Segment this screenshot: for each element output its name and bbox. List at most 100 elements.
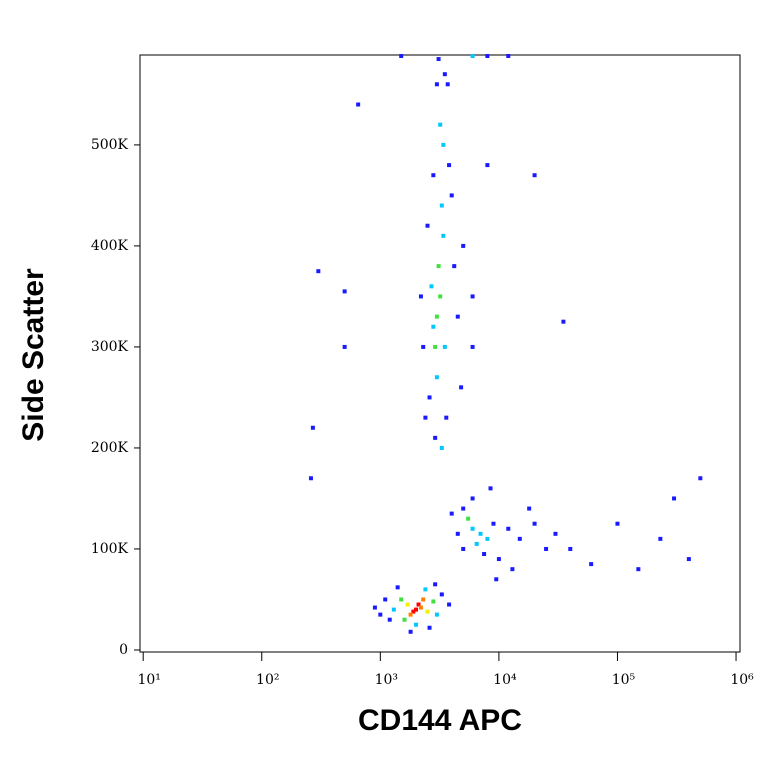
data-point (429, 284, 434, 289)
data-point (442, 72, 447, 77)
data-point (436, 264, 441, 269)
data-point (418, 294, 423, 299)
data-point (439, 445, 444, 450)
data-point (399, 597, 404, 602)
data-point (395, 585, 400, 590)
data-point (408, 612, 413, 617)
data-point (427, 625, 432, 630)
data-point (383, 597, 388, 602)
data-point (589, 562, 594, 567)
data-point (439, 203, 444, 208)
data-point (414, 622, 419, 627)
y-tick-label: 0 (119, 642, 128, 658)
data-point (387, 617, 392, 622)
data-point (408, 629, 413, 634)
y-axis-title: Side Scatter (17, 268, 50, 442)
data-point (436, 57, 441, 62)
x-axis-title: CD144 APC (358, 704, 522, 737)
data-point (506, 54, 511, 59)
data-point (356, 102, 361, 107)
data-point (470, 344, 475, 349)
data-point (433, 344, 438, 349)
data-point (455, 314, 460, 319)
data-point (444, 415, 449, 420)
data-point (434, 314, 439, 319)
data-point (433, 582, 438, 587)
data-point (310, 425, 315, 430)
x-tick-label: 10² (256, 672, 279, 688)
data-point (399, 54, 404, 59)
data-point (421, 597, 426, 602)
data-point (470, 526, 475, 531)
data-point (478, 531, 483, 536)
data-point (378, 612, 383, 617)
data-point (527, 506, 532, 511)
x-tick-label: 10⁴ (493, 672, 517, 688)
x-tick-label: 10⁶ (730, 672, 754, 688)
data-point (427, 395, 432, 400)
data-point (423, 415, 428, 420)
data-point (488, 486, 493, 491)
data-point (442, 344, 447, 349)
data-point (491, 521, 496, 526)
y-tick-label: 100K (91, 541, 129, 557)
data-point (308, 476, 313, 481)
data-point (445, 82, 450, 87)
data-point (421, 344, 426, 349)
data-point (414, 607, 419, 612)
data-point (658, 536, 663, 541)
data-point (466, 516, 471, 521)
data-point (506, 526, 511, 531)
data-point (544, 546, 549, 551)
data-point (316, 269, 321, 274)
data-point (698, 476, 703, 481)
data-point (686, 557, 691, 562)
data-point (418, 605, 423, 610)
data-point (402, 617, 407, 622)
data-point (431, 599, 436, 604)
data-point (447, 602, 452, 607)
data-point (672, 496, 677, 501)
data-point (510, 567, 515, 572)
data-point (411, 609, 416, 614)
data-point (434, 375, 439, 380)
data-point (461, 546, 466, 551)
data-point (391, 607, 396, 612)
y-tick-label: 200K (91, 440, 129, 456)
data-point (449, 193, 454, 198)
data-point (433, 435, 438, 440)
data-point (425, 609, 430, 614)
data-point (470, 496, 475, 501)
data-point (494, 577, 499, 582)
data-point (431, 324, 436, 329)
data-point (342, 344, 347, 349)
data-point (532, 521, 537, 526)
data-point (423, 587, 428, 592)
y-tick-label: 300K (91, 339, 129, 355)
data-point (517, 536, 522, 541)
data-point (441, 142, 446, 147)
data-point (485, 54, 490, 59)
data-point (434, 82, 439, 87)
data-point (438, 294, 443, 299)
data-point (470, 294, 475, 299)
data-point (342, 289, 347, 294)
data-point (441, 233, 446, 238)
data-point (485, 536, 490, 541)
data-point (496, 557, 501, 562)
data-point (568, 546, 573, 551)
data-point (553, 531, 558, 536)
data-point (431, 173, 436, 178)
data-point (470, 54, 475, 59)
data-point (425, 223, 430, 228)
data-point (438, 122, 443, 127)
data-point (452, 264, 457, 269)
data-point (615, 521, 620, 526)
data-point (434, 612, 439, 617)
data-point (449, 511, 454, 516)
data-point (561, 319, 566, 324)
data-point (461, 506, 466, 511)
data-point (455, 531, 460, 536)
data-point (372, 605, 377, 610)
